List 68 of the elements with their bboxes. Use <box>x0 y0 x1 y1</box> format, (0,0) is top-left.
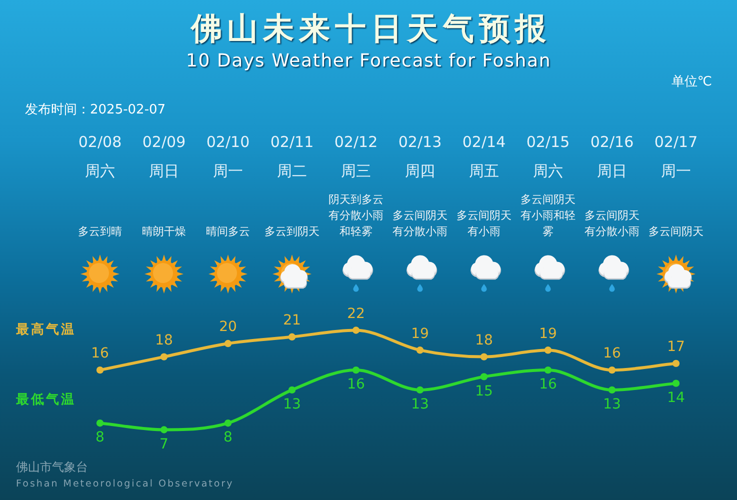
point <box>224 420 232 427</box>
data-label: 15 <box>475 383 493 400</box>
text: 多云间阴天有小雨和轻雾 <box>520 192 576 238</box>
text: 多云间阴天有分散小雨 <box>392 208 448 238</box>
point <box>544 346 552 354</box>
text: 多云到晴 <box>78 224 122 238</box>
x-tick-label: 02/08 周六 <box>78 132 122 180</box>
data-label: 13 <box>283 396 301 413</box>
data-label: 14 <box>667 390 685 406</box>
point <box>160 353 168 360</box>
chart-title: 佛山未来十日天气预报 <box>190 11 551 48</box>
x-tick-label: 02/10 周一 <box>206 132 250 180</box>
data-label: 16 <box>347 376 365 393</box>
x-tick-label: 02/16 周日 <box>590 132 634 180</box>
point <box>96 366 104 374</box>
data-label: 22 <box>347 306 365 322</box>
point <box>416 346 424 354</box>
text: 晴间多云 <box>206 224 250 238</box>
data-label: 13 <box>411 396 429 413</box>
point <box>672 360 680 368</box>
text: 多云到阴天 <box>264 224 320 238</box>
point <box>544 366 552 374</box>
point <box>608 366 616 374</box>
point <box>160 426 168 434</box>
x-tick-label: 02/13 周四 <box>398 132 442 180</box>
data-label: 18 <box>155 332 173 348</box>
data-label: 20 <box>219 319 237 336</box>
point <box>352 326 360 334</box>
data-label: 19 <box>411 326 429 342</box>
point <box>224 340 232 348</box>
y-axis-title: 单位℃ <box>671 74 712 90</box>
text: 多云间阴天有小雨 <box>456 208 512 238</box>
point <box>480 373 488 380</box>
point <box>416 386 424 394</box>
x-tick-label: 02/17 周一 <box>654 132 698 180</box>
data-label: 16 <box>603 346 621 362</box>
data-label: 8 <box>224 430 232 446</box>
x-tick-label: 02/15 周六 <box>526 132 570 180</box>
point <box>608 386 616 394</box>
point <box>480 353 488 360</box>
point <box>672 380 680 387</box>
x-tick-label: 02/11 周二 <box>270 132 314 180</box>
data-label: 13 <box>603 396 621 413</box>
text: Foshan Meteorological Observatory <box>16 478 234 490</box>
data-label: 19 <box>539 326 557 342</box>
point <box>288 333 296 340</box>
text: 最高气温 <box>15 321 76 338</box>
text: 佛山市气象台 <box>16 460 88 474</box>
text: 发布时间：2025-02-07 <box>25 102 166 118</box>
data-label: 16 <box>539 376 557 393</box>
point <box>288 386 296 394</box>
data-label: 18 <box>475 332 493 348</box>
data-label: 16 <box>91 346 109 362</box>
text: 多云间阴天 <box>648 224 704 238</box>
point <box>96 420 104 427</box>
text: 阴天到多云有分散小雨和轻雾 <box>328 192 384 238</box>
data-label: 7 <box>160 436 168 452</box>
data-label: 8 <box>96 430 104 446</box>
chart-subtitle: 10 Days Weather Forecast for Foshan <box>186 50 552 72</box>
point <box>352 366 360 374</box>
x-tick-label: 02/12 周三 <box>334 132 378 180</box>
text: 晴朗干燥 <box>142 224 186 238</box>
series-label: 最低气温 <box>15 392 76 408</box>
x-tick-label: 02/14 周五 <box>462 132 506 180</box>
x-tick-label: 02/09 周日 <box>142 132 186 180</box>
data-label: 17 <box>667 339 685 356</box>
text: 多云间阴天有分散小雨 <box>584 208 640 238</box>
data-label: 21 <box>283 312 301 329</box>
